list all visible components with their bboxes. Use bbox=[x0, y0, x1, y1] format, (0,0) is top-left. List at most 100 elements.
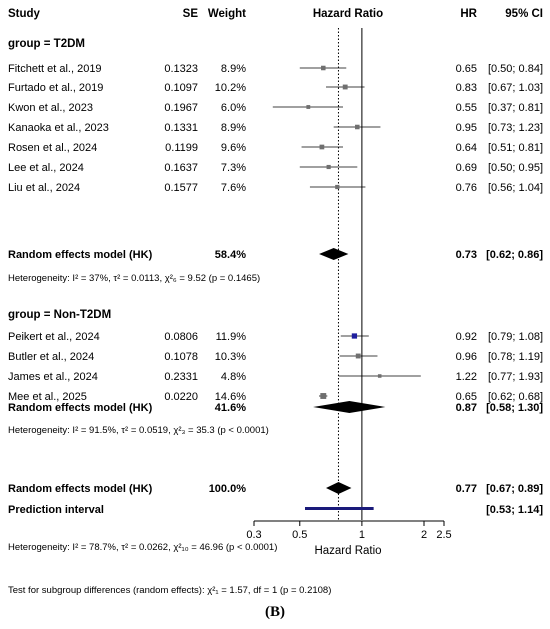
study-weight: 8.9% bbox=[221, 63, 246, 75]
study-hr: 0.64 bbox=[456, 142, 477, 154]
study-name: Butler et al., 2024 bbox=[8, 351, 94, 363]
summary-weight: 41.6% bbox=[215, 402, 246, 414]
figure-caption: (B) bbox=[265, 604, 285, 620]
study-ci: [0.56; 1.04] bbox=[488, 182, 543, 194]
study-point bbox=[320, 393, 327, 399]
x-axis-tick-label: 1 bbox=[359, 529, 365, 541]
study-point bbox=[321, 65, 326, 71]
study-point bbox=[351, 333, 358, 339]
study-ci: [0.51; 0.81] bbox=[488, 142, 543, 154]
summary-label: Random effects model (HK) bbox=[8, 249, 153, 261]
group-header: group = T2DM bbox=[8, 38, 85, 50]
study-ci: [0.78; 1.19] bbox=[488, 351, 543, 363]
study-weight: 4.8% bbox=[221, 371, 246, 383]
study-ci: [0.79; 1.08] bbox=[488, 331, 543, 343]
study-point bbox=[319, 144, 325, 150]
study-weight: 11.9% bbox=[216, 331, 247, 343]
study-se: 0.1577 bbox=[164, 182, 198, 194]
study-ci: [0.50; 0.84] bbox=[488, 63, 543, 75]
subgroup-test-text: Test for subgroup differences (random ef… bbox=[8, 585, 331, 596]
group-header: group = Non-T2DM bbox=[8, 309, 111, 321]
study-se: 0.2331 bbox=[164, 371, 198, 383]
x-axis-tick-label: 0.5 bbox=[292, 529, 307, 541]
study-se: 0.1097 bbox=[164, 82, 198, 94]
x-axis-tick-label: 0.3 bbox=[246, 529, 261, 541]
study-weight: 14.6% bbox=[215, 391, 246, 403]
summary-label: Random effects model (HK) bbox=[8, 402, 153, 414]
study-name: Kwon et al., 2023 bbox=[8, 102, 93, 114]
study-weight: 10.2% bbox=[215, 82, 246, 94]
prediction-ci: [0.53; 1.14] bbox=[486, 504, 543, 516]
overall-diamond bbox=[326, 482, 352, 494]
x-axis-tick-label: 2.5 bbox=[436, 529, 451, 541]
study-weight: 10.3% bbox=[215, 351, 246, 363]
study-se: 0.1637 bbox=[164, 162, 198, 174]
study-ci: [0.77; 1.93] bbox=[488, 371, 543, 383]
study-ci: [0.73; 1.23] bbox=[488, 122, 543, 134]
study-se: 0.1199 bbox=[165, 142, 198, 154]
study-weight: 8.9% bbox=[221, 122, 246, 134]
x-axis-tick-label: 2 bbox=[421, 529, 427, 541]
study-name: Fitchett et al., 2019 bbox=[8, 63, 102, 75]
study-hr: 0.92 bbox=[456, 331, 477, 343]
header-hr: HR bbox=[460, 8, 477, 20]
study-name: James et al., 2024 bbox=[8, 371, 98, 383]
study-se: 0.0220 bbox=[164, 391, 198, 403]
prediction-bar bbox=[304, 507, 374, 510]
overall-heterogeneity-text: Heterogeneity: I² = 78.7%, τ² = 0.0262, … bbox=[8, 542, 277, 553]
study-weight: 6.0% bbox=[221, 102, 246, 114]
overall-label: Random effects model (HK) bbox=[8, 483, 153, 495]
study-se: 0.1967 bbox=[164, 102, 198, 114]
study-ci: [0.67; 1.03] bbox=[488, 82, 543, 94]
study-hr: 1.22 bbox=[456, 371, 477, 383]
study-point bbox=[355, 124, 360, 130]
study-ci: [0.62; 0.68] bbox=[488, 391, 543, 403]
header-se: SE bbox=[183, 8, 199, 20]
study-name: Peikert et al., 2024 bbox=[8, 331, 100, 343]
overall-hr: 0.77 bbox=[456, 483, 477, 495]
heterogeneity-text: Heterogeneity: I² = 37%, τ² = 0.0113, χ²… bbox=[8, 273, 260, 284]
study-hr: 0.65 bbox=[456, 391, 477, 403]
study-hr: 0.76 bbox=[456, 182, 477, 194]
study-ci: [0.37; 0.81] bbox=[488, 102, 543, 114]
heterogeneity-text: Heterogeneity: I² = 91.5%, τ² = 0.0519, … bbox=[8, 425, 269, 436]
study-name: Rosen et al., 2024 bbox=[8, 142, 97, 154]
study-name: Kanaoka et al., 2023 bbox=[8, 122, 109, 134]
summary-ci: [0.58; 1.30] bbox=[486, 402, 543, 414]
summary-weight: 58.4% bbox=[215, 249, 246, 261]
study-point bbox=[326, 164, 331, 170]
prediction-label: Prediction interval bbox=[8, 504, 104, 516]
study-weight: 7.6% bbox=[221, 182, 246, 194]
summary-hr: 0.87 bbox=[456, 402, 477, 414]
study-hr: 0.65 bbox=[456, 63, 477, 75]
study-ci: [0.50; 0.95] bbox=[488, 162, 543, 174]
study-se: 0.0806 bbox=[164, 331, 198, 343]
study-point bbox=[377, 374, 382, 378]
study-point bbox=[306, 105, 311, 109]
study-hr: 0.95 bbox=[456, 122, 477, 134]
study-weight: 9.6% bbox=[221, 142, 246, 154]
study-hr: 0.55 bbox=[456, 102, 477, 114]
x-axis-label: Hazard Ratio bbox=[314, 545, 381, 557]
study-se: 0.1331 bbox=[164, 122, 198, 134]
study-name: Lee et al., 2024 bbox=[8, 162, 84, 174]
study-point bbox=[335, 184, 340, 190]
summary-ci: [0.62; 0.86] bbox=[486, 249, 543, 261]
overall-ci: [0.67; 0.89] bbox=[486, 483, 543, 495]
header-study: Study bbox=[8, 8, 41, 20]
header-weight: Weight bbox=[208, 8, 246, 20]
header-ci: 95% CI bbox=[505, 8, 543, 20]
study-hr: 0.69 bbox=[456, 162, 477, 174]
study-point bbox=[355, 353, 361, 359]
study-name: Liu et al., 2024 bbox=[8, 182, 80, 194]
summary-diamond bbox=[319, 248, 349, 260]
overall-weight: 100.0% bbox=[209, 483, 247, 495]
header-effect: Hazard Ratio bbox=[313, 8, 383, 20]
study-point bbox=[342, 84, 348, 90]
study-name: Mee et al., 2025 bbox=[8, 391, 87, 403]
study-hr: 0.83 bbox=[456, 82, 477, 94]
study-se: 0.1078 bbox=[164, 351, 198, 363]
study-hr: 0.96 bbox=[456, 351, 477, 363]
summary-hr: 0.73 bbox=[456, 249, 477, 261]
